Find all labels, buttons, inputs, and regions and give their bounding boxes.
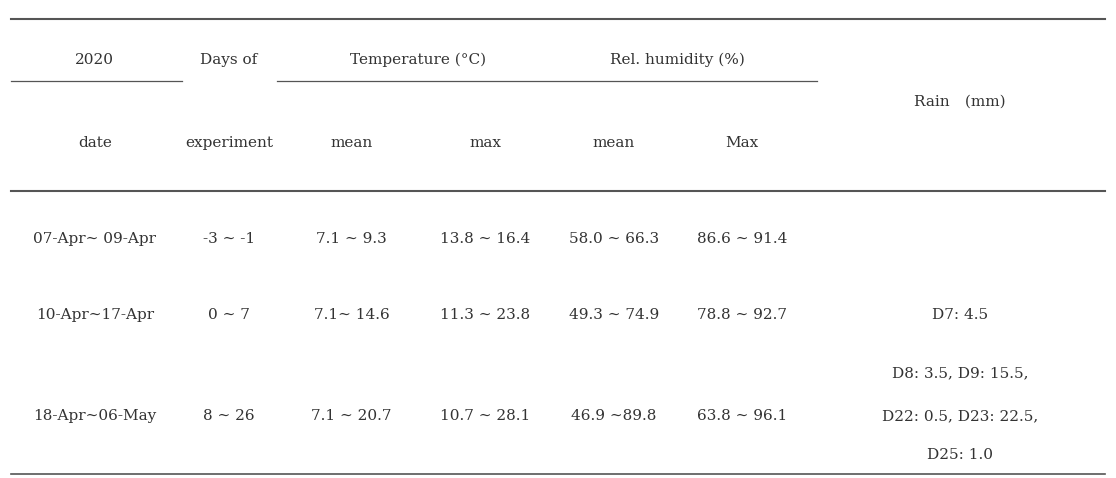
Text: 86.6 ∼ 91.4: 86.6 ∼ 91.4 [698, 232, 787, 246]
Text: 58.0 ∼ 66.3: 58.0 ∼ 66.3 [569, 232, 658, 246]
Text: 07-Apr∼ 09-Apr: 07-Apr∼ 09-Apr [33, 232, 156, 246]
Text: max: max [470, 136, 501, 151]
Text: 8 ∼ 26: 8 ∼ 26 [203, 409, 254, 423]
Text: Max: Max [725, 136, 759, 151]
Text: 7.1∼ 14.6: 7.1∼ 14.6 [314, 308, 389, 323]
Text: 63.8 ∼ 96.1: 63.8 ∼ 96.1 [698, 409, 787, 423]
Text: 13.8 ∼ 16.4: 13.8 ∼ 16.4 [441, 232, 530, 246]
Text: Rain (mm): Rain (mm) [914, 95, 1006, 109]
Text: date: date [78, 136, 112, 151]
Text: 11.3 ∼ 23.8: 11.3 ∼ 23.8 [441, 308, 530, 323]
Text: Rel. humidity (%): Rel. humidity (%) [610, 53, 744, 67]
Text: D7: 4.5: D7: 4.5 [932, 308, 988, 323]
Text: 49.3 ∼ 74.9: 49.3 ∼ 74.9 [569, 308, 658, 323]
Text: 7.1 ∼ 9.3: 7.1 ∼ 9.3 [316, 232, 387, 246]
Text: 10-Apr∼17-Apr: 10-Apr∼17-Apr [36, 308, 154, 323]
Text: 0 ∼ 7: 0 ∼ 7 [208, 308, 250, 323]
Text: -3 ∼ -1: -3 ∼ -1 [203, 232, 254, 246]
Text: 18-Apr∼06-May: 18-Apr∼06-May [33, 409, 156, 423]
Text: 7.1 ∼ 20.7: 7.1 ∼ 20.7 [311, 409, 392, 423]
Text: 78.8 ∼ 92.7: 78.8 ∼ 92.7 [698, 308, 787, 323]
Text: D8: 3.5, D9: 15.5,: D8: 3.5, D9: 15.5, [892, 366, 1028, 380]
Text: Temperature (°C): Temperature (°C) [350, 53, 487, 67]
Text: 10.7 ∼ 28.1: 10.7 ∼ 28.1 [441, 409, 530, 423]
Text: 46.9 ∼89.8: 46.9 ∼89.8 [571, 409, 656, 423]
Text: mean: mean [330, 136, 373, 151]
Text: D25: 1.0: D25: 1.0 [926, 448, 993, 462]
Text: Days of: Days of [200, 53, 258, 67]
Text: D22: 0.5, D23: 22.5,: D22: 0.5, D23: 22.5, [882, 409, 1038, 423]
Text: 2020: 2020 [76, 53, 114, 67]
Text: experiment: experiment [185, 136, 272, 151]
Text: mean: mean [593, 136, 635, 151]
